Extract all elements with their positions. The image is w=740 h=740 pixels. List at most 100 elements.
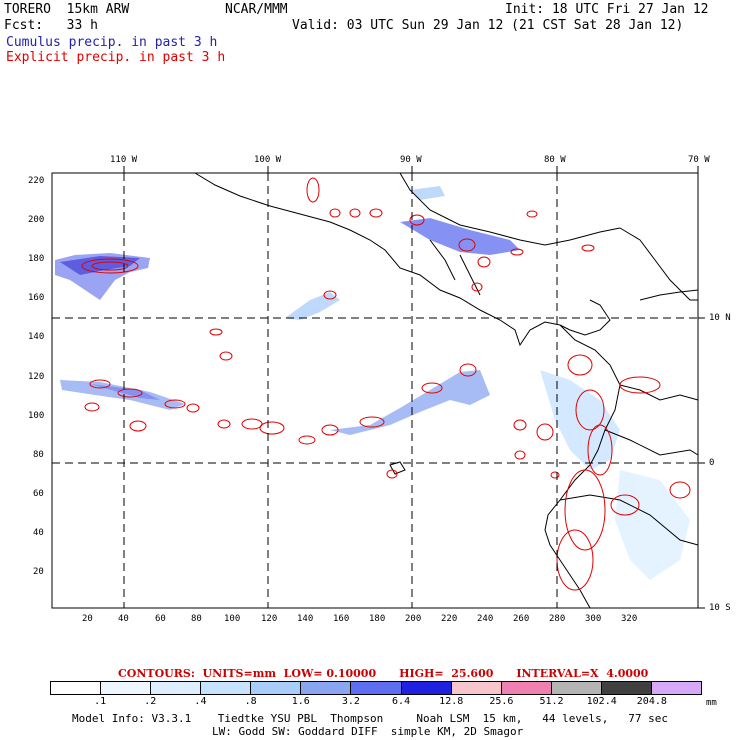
legend-unit: mm [706,698,717,708]
precip-contour [369,208,383,218]
precip-contour [186,403,200,413]
precip-contour [575,389,605,431]
lon-label-90w: 90 W [400,155,422,165]
precip-contour [209,328,223,336]
y-tick: 220 [28,176,45,186]
y-tick: 20 [33,567,44,577]
precip-contour [359,416,385,428]
legend-swatch [251,682,302,694]
coastline-north [619,227,698,301]
lat-label-10n: 10 N [709,313,731,323]
y-tick: 120 [28,372,45,382]
explicit-precip-contours [81,177,691,591]
map-frame [51,172,699,609]
legend-threshold: 3.2 [341,696,360,707]
y-tick: 100 [28,411,45,421]
x-tick: 80 [191,614,202,624]
legend-swatch [501,682,552,694]
latlon-grid [52,173,698,608]
legend-threshold: .4 [194,696,207,707]
legend-swatch [651,682,702,694]
precip-contour [91,261,129,271]
x-tick: 160 [333,614,350,624]
precip-contour [81,258,139,274]
coastline-venezuela [639,289,699,301]
x-tick: 40 [118,614,129,624]
legend-swatch [301,682,352,694]
precip-contour [164,399,186,409]
precip-contour [84,402,100,412]
model-info-line1: Model Info: V3.3.1 Tiedtke YSU PBL Thomp… [72,712,669,725]
legend-threshold: 204.8 [636,696,667,707]
legend-threshold: 102.4 [586,696,617,707]
precip-contour [536,423,554,441]
precip-contour [386,469,398,479]
y-tick: 60 [33,489,44,499]
precip-contour [550,471,560,479]
legend-swatch [51,682,102,694]
precip-contour [526,210,538,218]
border-interior [559,494,699,546]
border-centralamerica [459,254,481,296]
precip-area [400,218,520,255]
x-tick: 240 [477,614,494,624]
precip-contour [259,421,285,435]
precip-contour [306,177,320,203]
x-tick: 20 [82,614,93,624]
border-centralamerica2 [429,239,456,281]
coastline-pacific [194,172,611,347]
precip-area [330,370,490,435]
coastline-southamerica [544,324,621,609]
contours-info: CONTOURS: UNITS=mm LOW= 0.10000 HIGH= 25… [118,667,649,680]
legend-swatch [351,682,402,694]
precip-area [60,256,140,275]
legend-threshold: 25.6 [489,696,514,707]
precip-contour [321,424,339,436]
lat-label-10s: 10 S [709,603,731,613]
x-tick: 180 [369,614,386,624]
y-tick: 80 [33,450,44,460]
precip-contour [564,469,606,551]
lon-label-70w: 70 W [688,155,710,165]
precip-area [410,186,445,200]
precip-area [60,380,185,410]
lat-label-0: 0 [709,458,715,468]
x-tick: 260 [513,614,530,624]
precip-contour [459,363,477,377]
y-tick: 140 [28,332,45,342]
explicit-label: Explicit precip. in past 3 h [6,50,226,65]
precip-contour [514,450,526,460]
precip-contour [513,419,527,431]
precip-contour [298,435,316,445]
top-ticks [123,166,705,609]
x-tick: 300 [585,614,602,624]
precip-contour [129,420,147,432]
precip-contour [329,208,341,218]
init-time: Init: 18 UTC Fri 27 Jan 12 [505,2,709,17]
precip-contour [669,481,691,499]
color-legend [50,681,702,695]
precip-contour [556,529,594,591]
precip-contour [89,379,111,389]
forecast-hour: Fcst: 33 h [4,18,98,33]
x-tick: 140 [297,614,314,624]
x-tick: 280 [549,614,566,624]
x-tick: 120 [261,614,278,624]
model-info-line2: LW: Godd SW: Goddard DIFF simple KM, 2D … [212,725,524,738]
legend-threshold: 51.2 [539,696,564,707]
y-tick: 160 [28,293,45,303]
model-name: TORERO 15km ARW [4,2,130,17]
precip-contour [117,388,143,398]
precip-contour [409,214,425,226]
precip-area [285,292,340,320]
legend-swatch [601,682,652,694]
precip-contour [458,238,476,252]
valid-time: Valid: 03 UTC Sun 29 Jan 12 (21 CST Sat … [292,18,684,33]
lon-label-80w: 80 W [544,155,566,165]
precip-contour [477,256,491,268]
x-tick: 200 [405,614,422,624]
precip-contour [219,351,233,361]
x-tick: 60 [155,614,166,624]
lon-label-110w: 110 W [110,155,138,165]
